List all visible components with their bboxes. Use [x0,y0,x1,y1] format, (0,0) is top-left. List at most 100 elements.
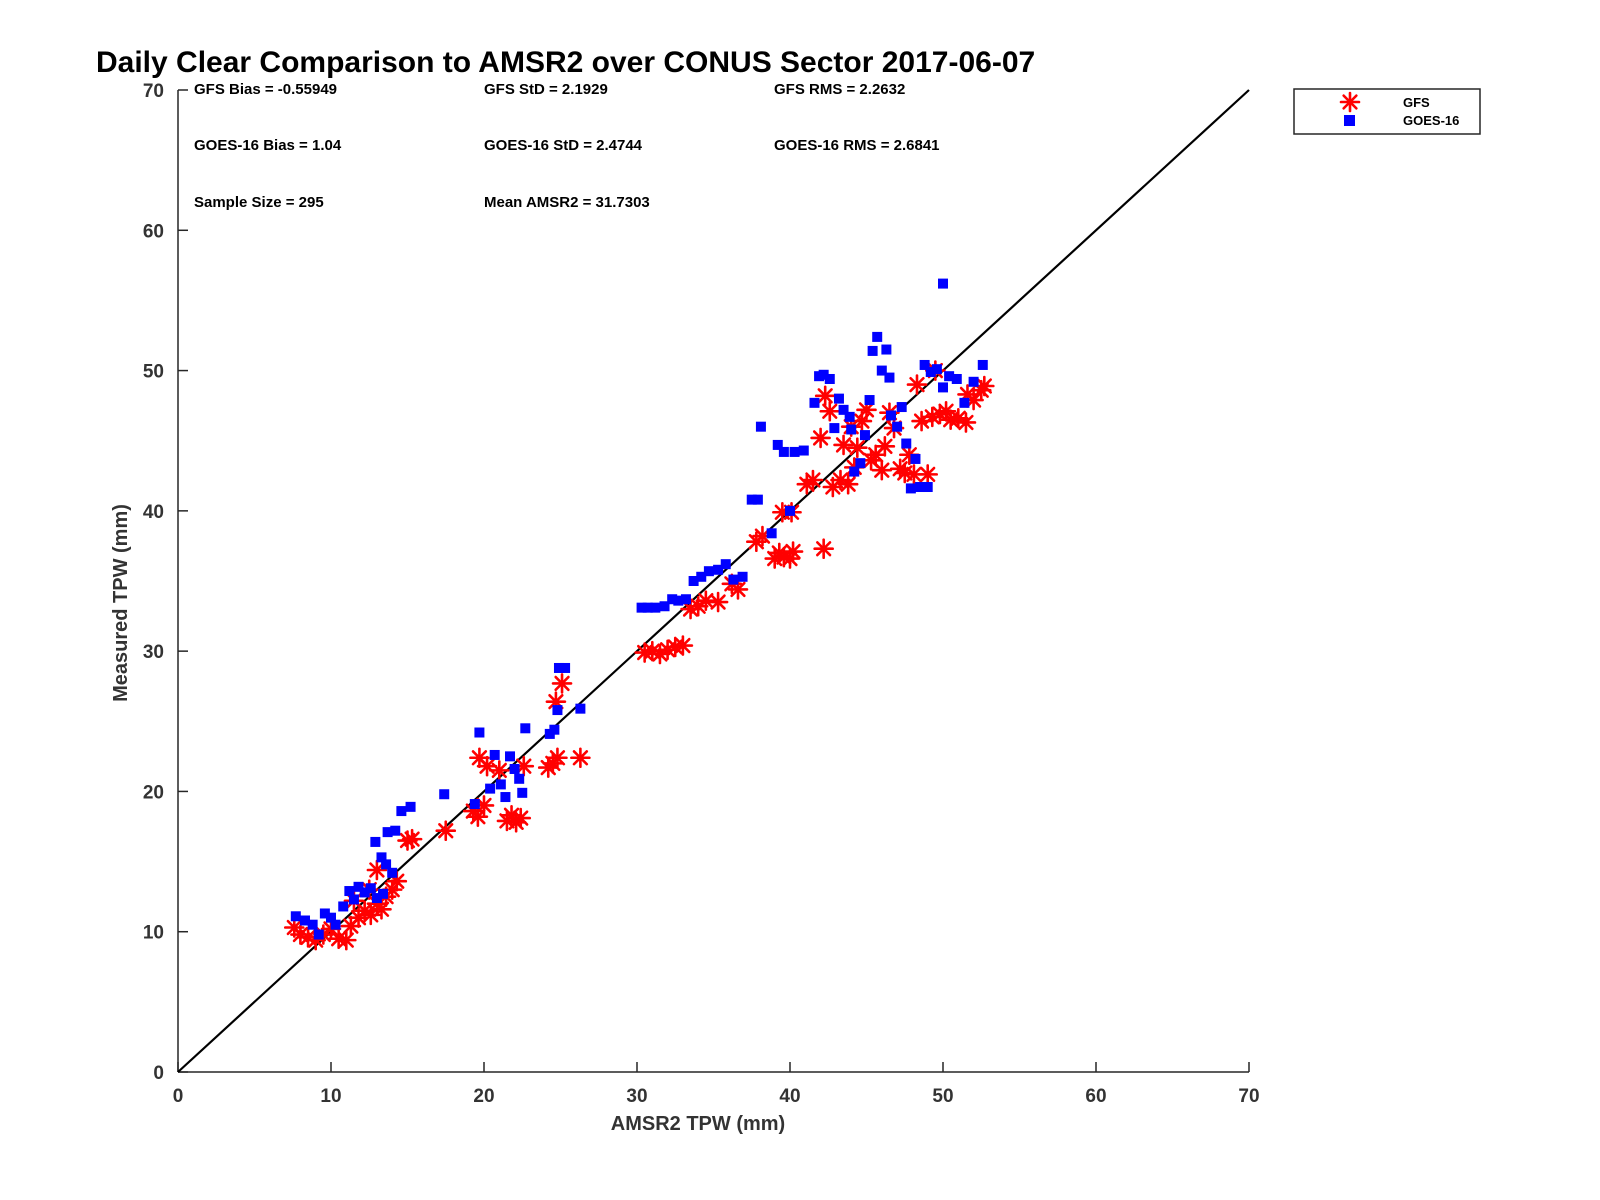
y-tick-label: 40 [143,502,164,523]
goes16-point [680,594,691,605]
gfs-point [837,473,859,495]
goes16-point [789,446,800,457]
goes16-point [469,799,480,810]
goes16-point [844,411,855,422]
goes16-point [778,446,789,457]
goes16-point [365,883,376,894]
goes16-point [752,494,763,505]
goes16-point [319,908,330,919]
goes16-point [290,911,301,922]
x-tick-label: 30 [626,1086,647,1107]
goes16-point [439,789,450,800]
gfs-point [551,673,573,694]
goes16-point [673,595,684,606]
goes16-point [798,445,809,456]
y-tick-label: 20 [143,782,164,803]
goes16-point [514,773,525,784]
x-tick-label: 60 [1085,1086,1106,1107]
gfs-point [570,747,591,769]
goes16-point [390,825,401,836]
axis-ticks: 0 10 20 30 40 50 60 70 0 10 20 30 40 50 60 70 [143,81,1260,1107]
stat-text: GOES-16 StD = 2.4744 [484,137,643,154]
legend-goes16-marker [1344,115,1355,126]
goes16-point [959,397,970,408]
goes16-point [703,566,714,577]
y-tick-label: 0 [153,1063,164,1084]
gfs-point [687,595,709,617]
gfs-series [283,360,995,951]
goes16-point [872,331,883,342]
gfs-point [955,412,977,433]
y-tick-label: 60 [143,221,164,242]
goes16-point [489,749,500,760]
gfs-point [906,374,928,395]
reference-line [177,89,1250,1073]
goes16-point [915,482,926,493]
goes16-point [720,559,731,570]
goes16-point [728,574,739,585]
goes16-point [688,576,699,586]
gfs-point [782,541,804,562]
x-tick-label: 20 [473,1086,494,1107]
goes16-point [552,705,563,716]
goes16-point [353,881,364,892]
goes16-point [884,372,895,383]
y-tick-label: 70 [143,81,164,102]
gfs-point [833,434,854,456]
gfs-point [707,591,729,613]
x-tick-label: 50 [932,1086,953,1107]
goes16-point [330,919,341,930]
goes16-point [925,366,936,377]
stat-text: Sample Size = 295 [194,194,324,211]
goes16-point [509,763,520,774]
gfs-point [335,929,357,951]
gfs-point [819,400,841,422]
y-tick-label: 10 [143,923,164,944]
goes16-point [876,365,887,376]
goes16-point [737,571,748,582]
goes16-point [849,466,860,477]
goes16-point [495,779,506,790]
goes16-point [636,602,647,613]
goes16-point [517,787,528,798]
goes16-point [520,723,531,734]
x-axis-label: AMSR2 TPW (mm) [611,1113,785,1135]
goes16-point [696,571,707,582]
x-tick-label: 10 [320,1086,341,1107]
legend-gfs-marker [1339,91,1361,113]
y-tick-label: 30 [143,642,164,663]
x-tick-label: 0 [173,1086,184,1107]
goes16-series [290,278,988,940]
gfs-point [814,385,836,407]
legend: GFS GOES-16 [1293,88,1481,135]
legend-gfs-asterisk [1339,91,1361,113]
goes16-point [549,724,560,735]
goes16-point [553,662,564,673]
goes16-point [396,806,407,817]
gfs-point [813,538,834,560]
stat-text: GFS RMS = 2.2632 [774,81,905,98]
goes16-point [859,430,870,441]
gfs-point [366,859,388,881]
gfs-point [488,760,510,781]
goes16-point [968,376,979,387]
goes16-point [381,859,392,870]
goes16-point [307,919,318,930]
gfs-point [874,436,896,457]
gfs-point [810,427,831,449]
goes16-point [378,888,389,899]
goes16-point [951,373,962,384]
x-tick-label: 40 [779,1086,800,1107]
goes16-point [833,393,844,404]
gfs-point [672,635,694,656]
chart-title: Daily Clear Comparison to AMSR2 over CON… [96,46,1035,79]
goes16-point [560,662,571,673]
goes16-point [746,494,757,505]
gfs-point [401,828,423,850]
gfs-point [917,464,939,485]
gfs-point [871,459,893,481]
goes16-point [575,703,586,714]
gfs-point [695,590,717,611]
goes16-point [359,887,370,898]
